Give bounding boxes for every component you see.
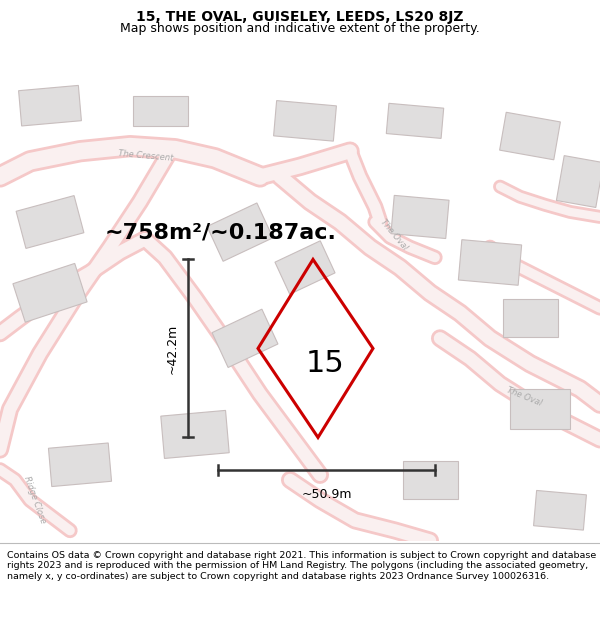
Text: 15: 15 xyxy=(305,349,344,378)
Text: ~50.9m: ~50.9m xyxy=(301,488,352,501)
Polygon shape xyxy=(500,112,560,160)
Polygon shape xyxy=(503,299,557,338)
Polygon shape xyxy=(49,443,112,486)
Text: The Oval: The Oval xyxy=(505,386,543,408)
Text: The Crescent: The Crescent xyxy=(118,149,174,163)
Polygon shape xyxy=(133,96,187,126)
Text: Ridge Close: Ridge Close xyxy=(22,475,47,525)
Text: ~42.2m: ~42.2m xyxy=(166,323,179,374)
Polygon shape xyxy=(391,196,449,239)
Text: The Oval: The Oval xyxy=(378,218,409,252)
Polygon shape xyxy=(275,241,335,294)
Polygon shape xyxy=(161,411,229,459)
Polygon shape xyxy=(274,101,337,141)
Polygon shape xyxy=(556,156,600,208)
Polygon shape xyxy=(13,263,87,322)
Polygon shape xyxy=(19,86,82,126)
Polygon shape xyxy=(458,239,521,285)
Polygon shape xyxy=(403,461,458,499)
Polygon shape xyxy=(16,196,84,248)
Polygon shape xyxy=(212,309,278,368)
Polygon shape xyxy=(386,103,444,138)
Text: ~758m²/~0.187ac.: ~758m²/~0.187ac. xyxy=(105,222,337,242)
Polygon shape xyxy=(510,389,570,429)
Polygon shape xyxy=(207,203,273,261)
Polygon shape xyxy=(533,491,586,530)
Text: 15, THE OVAL, GUISELEY, LEEDS, LS20 8JZ: 15, THE OVAL, GUISELEY, LEEDS, LS20 8JZ xyxy=(136,10,464,24)
Text: Map shows position and indicative extent of the property.: Map shows position and indicative extent… xyxy=(120,22,480,35)
Text: Contains OS data © Crown copyright and database right 2021. This information is : Contains OS data © Crown copyright and d… xyxy=(7,551,596,581)
